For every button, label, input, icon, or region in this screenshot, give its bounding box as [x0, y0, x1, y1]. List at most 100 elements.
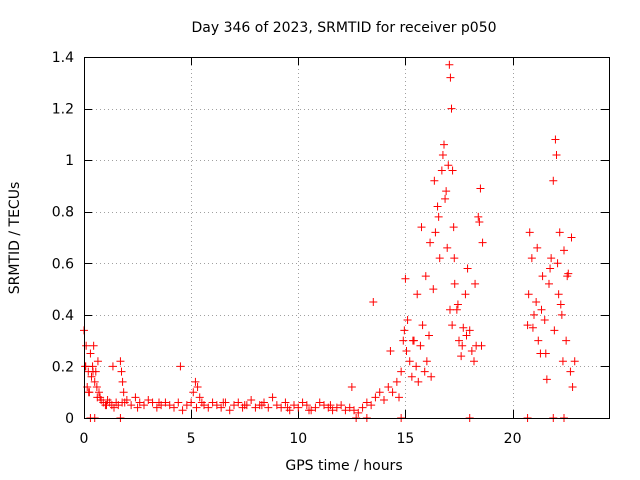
data-point — [538, 272, 547, 281]
data-point — [347, 383, 356, 392]
data-point — [82, 341, 91, 350]
x-tick-label: 0 — [80, 431, 89, 447]
data-point — [566, 367, 575, 376]
data-point — [547, 254, 556, 263]
data-point — [122, 395, 131, 404]
data-point — [326, 401, 335, 410]
chart-title: Day 346 of 2023, SRMTID for receiver p05… — [191, 20, 496, 36]
y-tick-labels: 0 0.2 0.4 0.6 0.8 1 1.2 1.4 — [52, 50, 74, 427]
data-point — [471, 279, 480, 288]
data-point — [402, 346, 411, 355]
data-point — [234, 398, 243, 407]
data-point — [90, 377, 99, 386]
data-point — [89, 341, 98, 350]
data-point — [422, 357, 431, 366]
data-point — [449, 223, 458, 232]
x-tick-label: 15 — [397, 431, 415, 447]
data-point — [446, 305, 454, 314]
data-point — [470, 357, 478, 366]
axis-ticks — [84, 57, 609, 419]
data-point — [354, 408, 363, 417]
data-point — [189, 388, 198, 397]
x-tick-label: 20 — [504, 431, 522, 447]
data-point — [414, 377, 423, 386]
data-point — [540, 316, 549, 325]
data-point — [426, 238, 435, 247]
data-point — [525, 228, 534, 237]
data-point — [127, 401, 136, 410]
y-tick-label: 0.2 — [52, 359, 74, 375]
data-point — [530, 310, 538, 319]
data-point — [298, 398, 307, 407]
data-point — [332, 403, 341, 412]
data-point — [476, 184, 485, 193]
data-point — [358, 403, 367, 412]
data-point — [95, 388, 103, 397]
data-point — [407, 372, 416, 381]
x-tick-label: 10 — [289, 431, 307, 447]
data-point — [445, 60, 454, 69]
data-point — [294, 403, 303, 412]
data-point — [133, 403, 142, 412]
data-point — [174, 398, 183, 407]
data-point — [208, 398, 217, 407]
data-point — [187, 398, 196, 407]
data-point — [131, 393, 140, 402]
data-point — [405, 357, 414, 366]
data-point — [447, 104, 456, 113]
data-point — [384, 383, 393, 392]
data-point — [532, 297, 541, 306]
data-point — [474, 212, 483, 221]
data-point — [425, 331, 433, 340]
data-point — [553, 259, 562, 268]
data-point — [570, 357, 579, 366]
data-point — [450, 254, 459, 263]
data-point — [524, 290, 533, 299]
data-point — [418, 321, 427, 330]
data-point — [315, 398, 324, 407]
data-point — [562, 336, 571, 345]
data-point — [558, 357, 567, 366]
data-point — [560, 246, 568, 255]
data-point — [247, 395, 256, 404]
data-point — [452, 305, 461, 314]
data-point — [462, 331, 471, 340]
y-tick-label: 1.4 — [52, 50, 74, 66]
data-point — [545, 279, 553, 288]
data-point — [350, 406, 358, 415]
data-point — [369, 297, 378, 306]
data-point — [195, 393, 204, 402]
data-point — [563, 272, 572, 281]
data-point — [465, 326, 474, 335]
data-point — [251, 403, 260, 412]
data-point — [537, 305, 546, 314]
data-point — [302, 401, 311, 410]
data-point — [193, 383, 202, 392]
data-point — [417, 223, 426, 232]
data-point — [413, 290, 422, 299]
data-point — [118, 377, 127, 386]
data-point — [551, 135, 560, 144]
y-tick-label: 0.8 — [52, 205, 74, 221]
data-point — [461, 290, 470, 299]
data-point — [541, 349, 550, 358]
data-point — [212, 401, 221, 410]
data-point — [192, 403, 201, 412]
data-point — [434, 212, 443, 221]
data-point — [441, 194, 450, 203]
data-point — [155, 398, 163, 407]
data-point — [240, 401, 249, 410]
data-point — [534, 336, 543, 345]
data-point — [392, 377, 401, 386]
data-point — [93, 357, 102, 366]
data-point — [341, 406, 350, 415]
data-point — [290, 401, 298, 410]
data-point — [272, 401, 281, 410]
data-point — [554, 290, 563, 299]
data-point — [191, 377, 200, 386]
data-point — [140, 401, 148, 410]
data-point — [437, 166, 446, 175]
data-point — [427, 372, 436, 381]
data-point — [87, 372, 96, 381]
